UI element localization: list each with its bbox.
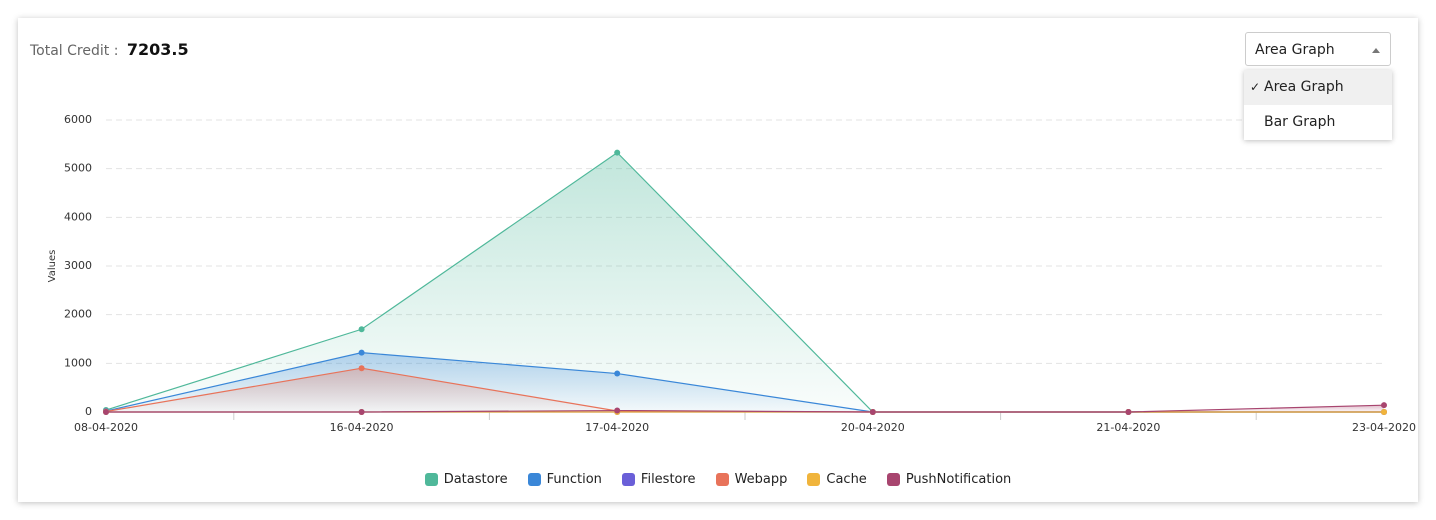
point	[103, 409, 109, 415]
legend-item[interactable]: Function	[527, 472, 602, 487]
legend-swatch	[424, 473, 438, 486]
y-tick-label: 0	[85, 405, 92, 418]
dropdown-selected: Area Graph	[1255, 42, 1335, 58]
total-label: Total Credit :	[30, 43, 119, 59]
legend-swatch	[886, 473, 900, 486]
total-credit: Total Credit : 7203.5	[30, 40, 189, 59]
legend-label: Datastore	[443, 472, 508, 487]
legend-item[interactable]: PushNotification	[886, 472, 1012, 487]
point	[1125, 409, 1132, 415]
chart: 0 1000 2000 3000 4000 5000 6000 Values 08-04-202…	[47, 113, 1416, 434]
dropdown-menu: Area Graph Bar Graph	[1244, 70, 1392, 140]
card: Total Credit : 7203.5 0 1000 2000 3000 4000 5…	[18, 18, 1418, 502]
area	[106, 405, 1384, 412]
legend-item[interactable]: Webapp	[715, 472, 788, 487]
caret	[1372, 48, 1380, 53]
legend-label: Function	[546, 472, 602, 487]
legend-label: PushNotification	[905, 472, 1012, 487]
dropdown-option[interactable]: Area Graph	[1244, 70, 1392, 105]
graph-type-dropdown[interactable]: Area Graph	[1245, 32, 1391, 66]
legend: Datastore Function Filestore Webapp Cache Pus…	[18, 472, 1418, 487]
x-tick-label: 21-04-2020	[1096, 421, 1160, 434]
line	[106, 404, 1385, 413]
y-axis-label: Values	[47, 250, 58, 283]
legend-item[interactable]: Filestore	[621, 472, 696, 487]
point	[358, 365, 365, 372]
point	[614, 407, 621, 414]
x-tick-label: 17-04-2020	[585, 421, 649, 434]
x-tick-label: 16-04-2020	[330, 421, 394, 434]
legend-swatch	[807, 473, 821, 486]
point	[869, 409, 876, 415]
point	[614, 149, 621, 156]
legend-label: Filestore	[640, 472, 696, 487]
y-tick-label: 4000	[64, 210, 92, 223]
legend-item[interactable]: Datastore	[424, 472, 508, 487]
y-tick-label: 2000	[64, 308, 92, 321]
point	[358, 349, 365, 356]
y-tick-label: 1000	[64, 356, 92, 369]
point	[614, 370, 621, 377]
legend-label: Cache	[826, 472, 867, 487]
x-tick-label: 20-04-2020	[841, 421, 905, 434]
y-tick-label: 3000	[64, 259, 92, 272]
x-tick-label: 23-04-2020	[1352, 421, 1416, 434]
total-value: 7203.5	[126, 40, 189, 59]
x-tick-label: 08-04-2020	[74, 421, 138, 434]
y-tick-label: 5000	[64, 162, 92, 175]
legend-swatch	[715, 473, 729, 486]
dropdown-option[interactable]: Bar Graph	[1264, 114, 1336, 130]
legend-item[interactable]: Cache	[807, 472, 867, 487]
point	[358, 409, 365, 415]
point	[1381, 402, 1387, 409]
legend-swatch	[527, 473, 541, 486]
point	[1381, 409, 1387, 415]
legend-label: Webapp	[734, 472, 788, 487]
y-tick-label: 6000	[64, 113, 92, 126]
point	[358, 326, 365, 333]
legend-swatch	[621, 473, 635, 486]
